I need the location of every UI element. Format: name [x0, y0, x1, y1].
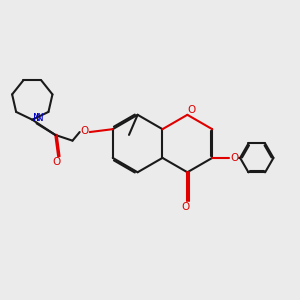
Text: O: O	[230, 153, 239, 163]
Text: O: O	[187, 105, 195, 115]
Text: O: O	[182, 202, 190, 212]
Text: O: O	[80, 126, 88, 136]
Text: N: N	[37, 113, 44, 123]
Text: N: N	[33, 113, 41, 123]
Text: O: O	[52, 157, 61, 167]
